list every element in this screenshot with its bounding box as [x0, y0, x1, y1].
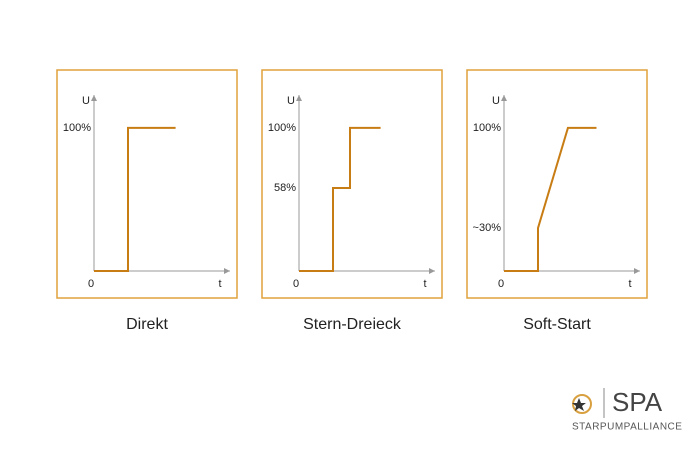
panel-frame — [56, 69, 238, 299]
chart-title: Stern-Dreieck — [303, 316, 402, 333]
y-axis-arrow — [91, 95, 97, 101]
x-axis-arrow — [224, 268, 230, 274]
y-tick-label: 100% — [473, 122, 501, 134]
x-axis-label: t — [423, 278, 426, 290]
logo-tagline: STARPUMPALLIANCE — [572, 422, 682, 433]
voltage-line — [299, 126, 381, 272]
voltage-line — [504, 126, 597, 272]
panel-frame — [261, 69, 443, 299]
y-tick-label: 100% — [63, 122, 91, 134]
x-axis-label: t — [628, 278, 631, 290]
chart: Ut 0 100% Direkt — [56, 69, 238, 333]
x-tick-label: 0 — [498, 278, 504, 290]
y-axis-label: U — [492, 95, 500, 107]
y-tick-label: 100% — [268, 122, 296, 134]
y-axis-arrow — [501, 95, 507, 101]
logo-name: SPA — [612, 387, 663, 417]
y-tick-label: 58% — [274, 182, 296, 194]
panel-frame — [466, 69, 648, 299]
chart-title: Soft-Start — [523, 316, 591, 333]
y-axis-label: U — [82, 95, 90, 107]
y-tick-label: ~30% — [473, 222, 502, 234]
x-axis-label: t — [218, 278, 221, 290]
logo-star — [572, 398, 586, 411]
logo: SPA STARPUMPALLIANCE — [572, 387, 682, 433]
chart: Ut 0 ~30% 100% Soft-Start — [466, 69, 648, 333]
chart-title: Direkt — [126, 316, 168, 333]
y-axis-label: U — [287, 95, 295, 107]
x-axis-arrow — [634, 268, 640, 274]
x-tick-label: 0 — [88, 278, 94, 290]
y-axis-arrow — [296, 95, 302, 101]
x-tick-label: 0 — [293, 278, 299, 290]
x-axis-arrow — [429, 268, 435, 274]
chart: Ut 0 58% 100% Stern-Dreieck — [261, 69, 443, 333]
voltage-line — [94, 126, 176, 272]
logo-ring — [572, 394, 592, 414]
